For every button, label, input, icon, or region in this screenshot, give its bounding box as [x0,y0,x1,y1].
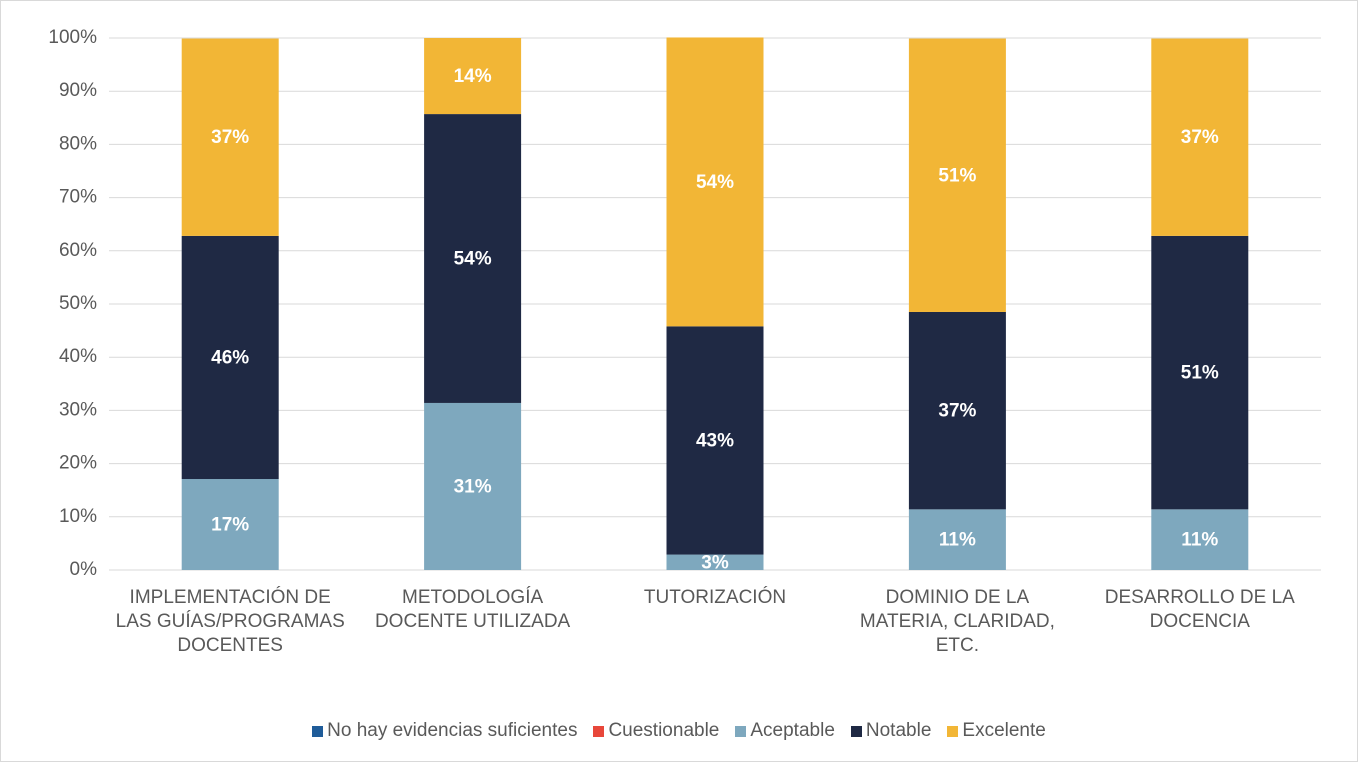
legend-swatch [735,725,747,737]
legend-item: Notable [850,720,932,742]
y-tick-label: 80% [59,133,97,154]
legend-label: No hay evidencias suficientes [327,720,578,741]
data-label: 17% [211,515,249,536]
data-label: 46% [211,347,249,368]
y-tick-label: 50% [59,293,97,314]
legend-swatch [312,725,324,737]
data-label: 14% [454,66,492,87]
data-label: 11% [1181,530,1218,551]
legend: No hay evidencias suficientes Cuestionabl… [1,720,1357,742]
legend-swatch [593,725,605,737]
y-tick-label: 40% [59,346,97,367]
data-label: 37% [938,401,976,422]
data-label: 54% [696,172,734,193]
legend-item: Aceptable [735,720,835,742]
legend-label: Aceptable [750,720,835,741]
legend-label: Notable [865,720,932,741]
bar-segment [181,38,279,236]
x-tick-label: TUTORIZACIÓN [643,587,787,608]
y-tick-label: 10% [59,506,97,527]
y-tick-label: 0% [70,559,98,580]
legend-label: Excelente [962,720,1046,741]
data-label: 54% [454,249,492,270]
bar-segment [1151,509,1249,570]
x-tick-label: DOMINIO DE LA MATERIA, CLARIDAD, ETC. [859,587,1055,656]
bar-segment [1151,235,1249,510]
legend-swatch [850,725,862,737]
legend-label: Cuestionable [608,720,720,741]
bar-segment [424,38,522,115]
data-label: 43% [696,430,734,451]
y-tick-label: 90% [59,80,97,101]
bar-segment [181,479,279,570]
y-tick-label: 30% [59,399,97,420]
legend-item: Cuestionable [593,720,719,742]
x-tick-label: IMPLEMENTACIÓN DE LAS GUÍAS/PROGRAMAS DO… [115,587,345,656]
legend-item: Excelente [947,720,1046,742]
bar-segment [908,509,1006,570]
legend-swatch [947,725,959,737]
bar-segment [181,235,279,480]
data-label: 31% [454,476,492,497]
bar-segment [424,402,522,570]
bar-segment [424,114,522,403]
y-tick-label: 100% [48,27,97,48]
y-tick-label: 60% [59,240,97,261]
bar-segment [666,37,764,327]
data-label: 51% [1181,363,1219,384]
bar-segment [908,311,1006,510]
bar-segment [908,38,1006,312]
legend-item: No hay evidencias suficientes [312,720,577,742]
bar-segment [666,326,764,555]
x-tick-label: METODOLOGÍA DOCENTE UTILIZADA [374,587,571,632]
data-label: 51% [938,165,976,186]
y-tick-label: 70% [59,187,97,208]
bar-segment [1151,38,1249,236]
data-label: 37% [211,127,249,148]
y-tick-label: 20% [59,453,97,474]
data-label: 11% [939,530,976,551]
x-tick-label: DESARROLLO DE LA DOCENCIA [1104,587,1295,632]
bar-segment [666,554,764,570]
data-label: 3% [701,552,729,573]
data-label: 37% [1181,127,1219,148]
